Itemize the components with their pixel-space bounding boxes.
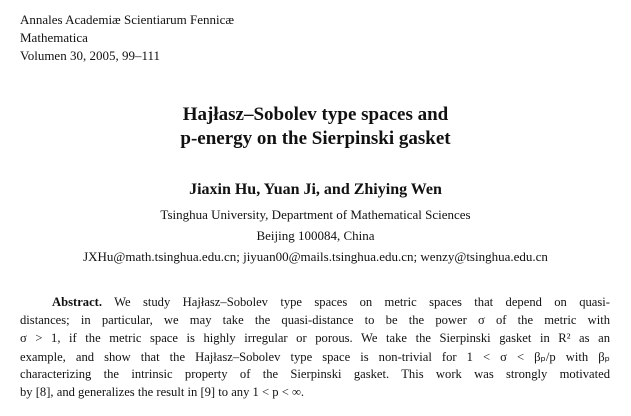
- abstract-line: σ > 1, if the metric space is highly irr…: [20, 331, 610, 345]
- authors: Jiaxin Hu, Yuan Ji, and Zhiying Wen: [189, 181, 442, 198]
- abstract-line: by [8], and generalizes the result in [9…: [20, 385, 305, 399]
- title-line: p-energy on the Sierpinski gasket: [180, 128, 451, 149]
- affiliation-line: JXHu@math.tsinghua.edu.cn; jiyuan00@mail…: [83, 249, 548, 264]
- affiliation-line: Beijing 100084, China: [256, 228, 375, 243]
- affiliation-line: Tsinghua University, Department of Mathe…: [160, 207, 471, 222]
- journal-line: Annales Academiæ Scientiarum Fennicæ: [20, 12, 235, 27]
- journal-line: Volumen 30, 2005, 99–111: [20, 48, 160, 63]
- journal-line: Mathematica: [20, 30, 88, 45]
- abstract-line: Abstract. We study Hajłasz–Sobolev type …: [52, 295, 610, 310]
- abstract-heading: Abstract.: [52, 295, 103, 309]
- title-line: Hajłasz–Sobolev type spaces and: [182, 104, 449, 125]
- abstract-line: example, and show that the Hajłasz–Sobol…: [20, 350, 610, 364]
- abstract-text: We study Hajłasz–Sobolev type spaces on …: [114, 295, 610, 309]
- abstract-line: characterizing the intrinsic property of…: [20, 367, 610, 381]
- abstract-line: distances; in particular, we may take th…: [20, 313, 610, 327]
